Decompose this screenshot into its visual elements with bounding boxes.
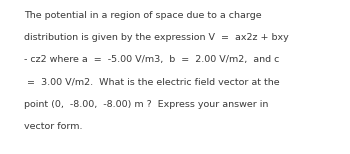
Text: - cz2 where a  =  -5.00 V/m3,  b  =  2.00 V/m2,  and c: - cz2 where a = -5.00 V/m3, b = 2.00 V/m… <box>24 55 279 64</box>
Text: distribution is given by the expression V  =  ax2z + bxy: distribution is given by the expression … <box>24 33 288 42</box>
Text: =  3.00 V/m2.  What is the electric field vector at the: = 3.00 V/m2. What is the electric field … <box>24 78 279 87</box>
Text: vector form.: vector form. <box>24 122 82 131</box>
Text: point (0,  -8.00,  -8.00) m ?  Express your answer in: point (0, -8.00, -8.00) m ? Express your… <box>24 100 268 109</box>
Text: The potential in a region of space due to a charge: The potential in a region of space due t… <box>24 11 261 20</box>
